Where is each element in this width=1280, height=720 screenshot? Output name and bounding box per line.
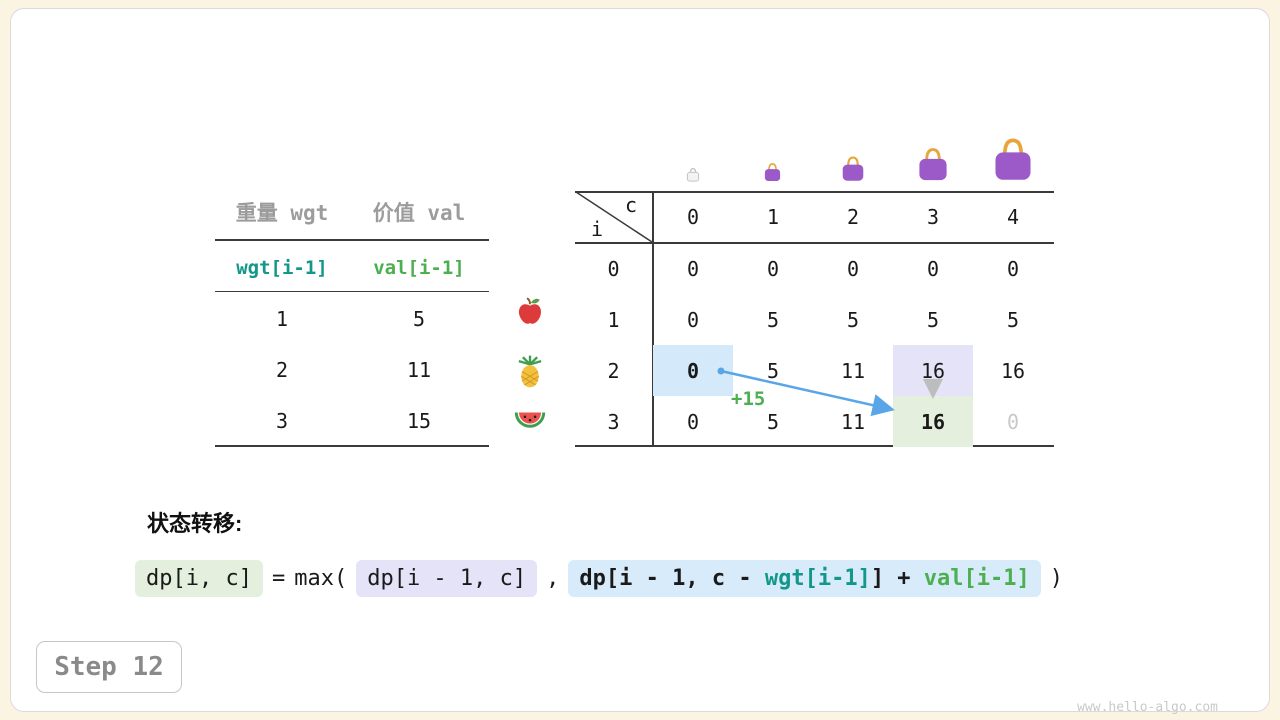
dp-table-rule-bottom bbox=[575, 445, 1054, 447]
dp-cell-1-3: 5 bbox=[926, 307, 940, 332]
dp-cell-1-1: 5 bbox=[766, 307, 780, 332]
item-table-rule-mid bbox=[215, 291, 489, 292]
formula-skip-item-box: dp[i - 1, c] bbox=[356, 560, 538, 597]
dp-cell-2-4: 16 bbox=[1000, 358, 1026, 383]
dp-cell-2-2: 11 bbox=[840, 358, 866, 383]
dp-table-rule-header bbox=[575, 242, 1054, 244]
dp-col-header-2: 2 bbox=[846, 205, 860, 229]
dp-cell-1-0: 0 bbox=[686, 307, 700, 332]
dp-cell-3-3-current-highlight: 16 bbox=[893, 396, 973, 447]
dp-cell-0-2: 0 bbox=[846, 256, 860, 281]
watermelon-icon bbox=[514, 412, 546, 428]
formula-equals: = bbox=[271, 566, 286, 591]
bag-icon-capacity-1 bbox=[764, 163, 781, 182]
dp-table-rule-vertical bbox=[652, 191, 654, 447]
bag-icon-capacity-0 bbox=[686, 167, 700, 182]
item-table-symbol-val: val[i-1] bbox=[373, 257, 465, 279]
dp-row-header-2: 2 bbox=[607, 358, 620, 383]
item-table-header-val: 价值 val bbox=[372, 201, 466, 225]
dp-corner-row-label: i bbox=[590, 217, 604, 241]
pineapple-icon bbox=[518, 355, 542, 388]
dp-cell-3-1: 5 bbox=[766, 409, 780, 434]
dp-table-rule-top bbox=[575, 191, 1054, 193]
item-wgt-1: 1 bbox=[275, 307, 289, 331]
item-val-3: 15 bbox=[406, 409, 432, 433]
dp-cell-3-0: 0 bbox=[686, 409, 700, 434]
formula-take-infix: ] + bbox=[870, 566, 924, 591]
dp-cell-0-1: 0 bbox=[766, 256, 780, 281]
dp-col-header-0: 0 bbox=[686, 205, 700, 229]
dp-col-header-3: 3 bbox=[926, 205, 940, 229]
formula-comma: , bbox=[546, 566, 560, 591]
watermark: www.hello-algo.com bbox=[1077, 700, 1218, 715]
item-table-rule-top bbox=[215, 239, 489, 241]
formula-take-item-box: dp[i - 1, c - wgt[i-1]] + val[i-1] bbox=[568, 560, 1041, 597]
item-val-1: 5 bbox=[412, 307, 426, 331]
formula-take-prefix: dp[i - 1, c - bbox=[579, 566, 765, 591]
item-val-2: 11 bbox=[406, 358, 432, 382]
bag-icon-capacity-2 bbox=[842, 156, 864, 181]
dp-cell-0-4: 0 bbox=[1006, 256, 1020, 281]
dp-cell-1-4: 5 bbox=[1006, 307, 1020, 332]
dp-cell-2-3-skip-highlight: 16 bbox=[893, 345, 973, 396]
item-wgt-2: 2 bbox=[275, 358, 289, 382]
item-table-header-wgt: 重量 wgt bbox=[235, 201, 329, 225]
dp-cell-0-0: 0 bbox=[686, 256, 700, 281]
dp-col-header-1: 1 bbox=[766, 205, 780, 229]
step-badge: Step 12 bbox=[36, 641, 182, 693]
formula-dp-current-box: dp[i, c] bbox=[135, 560, 263, 597]
state-transition-formula: dp[i, c] = max( dp[i - 1, c] , dp[i - 1,… bbox=[135, 560, 1063, 597]
formula-take-wgt: wgt[i-1] bbox=[764, 566, 871, 591]
dp-corner-col-label: c bbox=[624, 193, 638, 217]
formula-max-open: max( bbox=[294, 566, 348, 591]
item-table-rule-bottom bbox=[215, 445, 489, 447]
formula-take-val: val[i-1] bbox=[923, 566, 1030, 591]
state-transition-heading: 状态转移: bbox=[147, 511, 243, 536]
dp-row-header-3: 3 bbox=[607, 409, 620, 434]
formula-close-paren: ) bbox=[1049, 566, 1064, 591]
dp-cell-2-0-source-highlight: 0 bbox=[653, 345, 733, 396]
apple-icon bbox=[518, 297, 542, 324]
dp-cell-3-2: 11 bbox=[840, 409, 866, 434]
dp-row-header-1: 1 bbox=[607, 307, 620, 332]
dp-cell-0-3: 0 bbox=[926, 256, 940, 281]
dp-cell-3-4-pending: 0 bbox=[1006, 409, 1020, 434]
bag-icon-capacity-3 bbox=[919, 148, 947, 181]
bag-icon-capacity-4 bbox=[995, 138, 1031, 180]
dp-col-header-4: 4 bbox=[1006, 205, 1020, 229]
dp-row-header-0: 0 bbox=[607, 256, 620, 281]
item-table-symbol-wgt: wgt[i-1] bbox=[236, 257, 328, 279]
item-wgt-3: 3 bbox=[275, 409, 289, 433]
dp-cell-1-2: 5 bbox=[846, 307, 860, 332]
value-added-annotation: +15 bbox=[731, 388, 766, 410]
